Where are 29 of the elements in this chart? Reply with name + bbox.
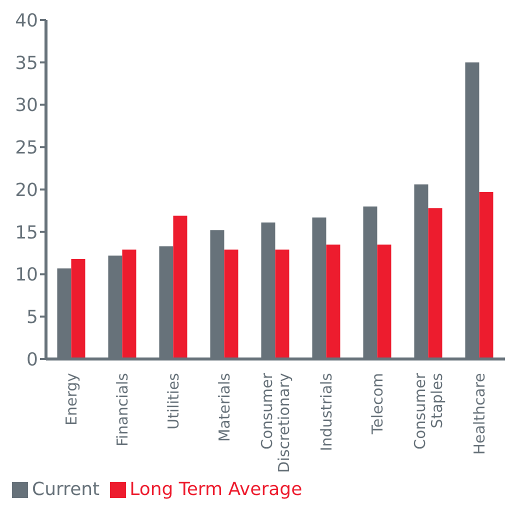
bar: [326, 244, 340, 359]
bar: [377, 244, 392, 359]
y-tick-label: 30: [15, 95, 38, 116]
x-tick-label: Consumer Staples: [411, 372, 446, 450]
x-tick-label: Healthcare: [470, 373, 488, 455]
y-tick-label: 10: [15, 264, 38, 286]
y-tick-label: 25: [15, 138, 38, 159]
x-tick-label: Energy: [62, 372, 80, 426]
bar: [173, 216, 188, 359]
y-tick-label: 40: [15, 10, 38, 32]
x-tick-label: Industrials: [318, 372, 336, 452]
x-tick-label: Telecom: [368, 373, 386, 436]
bar: [122, 250, 136, 359]
x-tick-label: Financials: [114, 372, 132, 446]
x-tick-label: Consumer Discretionary: [258, 372, 293, 473]
x-tick-label: Materials: [216, 372, 234, 442]
bar: [224, 250, 238, 359]
y-tick-label: 20: [15, 180, 38, 201]
x-tick-label: Utilities: [164, 372, 182, 430]
legend-label: Current: [32, 479, 100, 500]
legend-label: Long Term Average: [130, 479, 302, 500]
y-tick-label: 15: [15, 222, 38, 244]
bar: [479, 192, 494, 359]
bar: [275, 250, 290, 359]
bar: [71, 258, 86, 359]
bar: [428, 208, 442, 359]
y-tick-label: 0: [26, 349, 38, 370]
y-tick-label: 35: [15, 52, 38, 74]
y-tick-label: 5: [26, 307, 38, 328]
